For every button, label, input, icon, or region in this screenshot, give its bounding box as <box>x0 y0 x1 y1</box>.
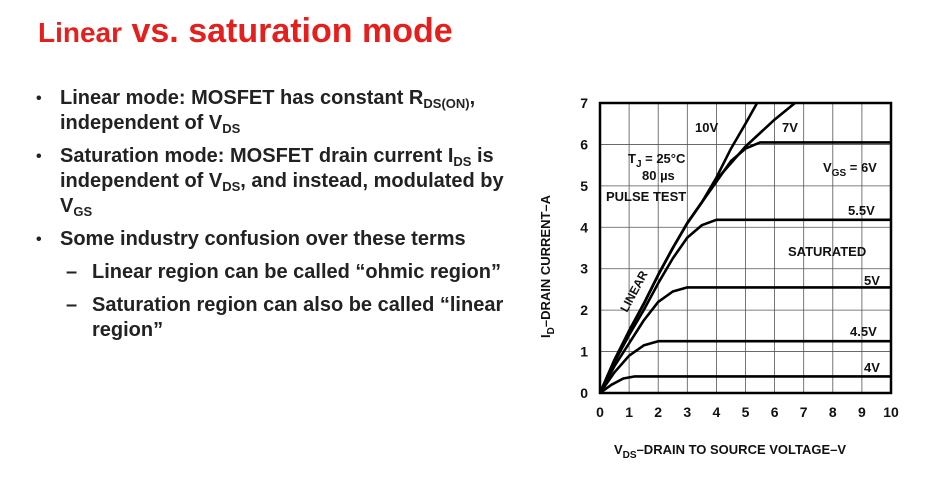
chart-grid <box>599 102 892 394</box>
series-label-5v: 5V <box>864 273 880 288</box>
x-tick-label: 5 <box>742 404 750 420</box>
vgs-main: V <box>823 160 832 175</box>
bullet-text: Some industry confusion over these terms <box>60 228 466 250</box>
y-tick-label: 6 <box>580 136 588 152</box>
bullet-subscript: DS(ON) <box>423 96 470 111</box>
y-tick-label: 7 <box>580 95 588 111</box>
sub-bullet-ohmic: – Linear region can be called “ohmic reg… <box>36 260 536 285</box>
slide-title-part1: Linear <box>38 17 123 48</box>
sub-bullet-text: Saturation region can also be called “li… <box>92 294 504 341</box>
series-line-4-5v <box>598 339 891 394</box>
x-tick-label: 2 <box>654 404 662 420</box>
y-label-rest: –DRAIN CURRENT–A <box>538 194 553 327</box>
y-tick-label: 4 <box>580 219 588 235</box>
vgs-sub: GS <box>832 168 847 179</box>
dash-icon: – <box>66 261 78 283</box>
annotation-tj: TJ = 25°C <box>628 151 686 170</box>
x-label-rest: –DRAIN TO SOURCE VOLTAGE–V <box>637 442 847 457</box>
bullet-text: , and instead, modulated by V <box>60 170 504 217</box>
bullet-text: , independent of V <box>60 87 476 134</box>
dash-icon: – <box>66 294 78 316</box>
bullet-subscript: DS <box>222 179 241 194</box>
chart-curves <box>598 101 891 395</box>
annotation-pulse-width: 80 µs <box>642 168 675 183</box>
annotation-saturated: SATURATED <box>788 244 866 259</box>
y-label-sub: D <box>546 327 557 334</box>
vgs-rest: = 6V <box>846 160 877 175</box>
bullet-text: is independent of V <box>60 145 494 192</box>
series-line-5-5v <box>598 218 891 394</box>
x-tick-label: 10 <box>883 404 899 420</box>
chart-tick-labels: 0 1 2 3 4 5 6 7 8 9 10 0 1 2 3 4 5 6 7 <box>580 95 899 420</box>
x-label-main: V <box>614 442 623 457</box>
x-tick-label: 3 <box>683 404 691 420</box>
y-tick-label: 1 <box>580 344 588 360</box>
x-label-sub: DS <box>623 450 637 461</box>
bullet-industry-confusion: • Some industry confusion over these ter… <box>36 227 536 252</box>
x-tick-label: 9 <box>858 404 866 420</box>
series-label-10v: 10V <box>695 120 718 135</box>
series-line-10v <box>598 102 759 394</box>
bullet-text: Saturation mode: MOSFET drain current I <box>60 145 454 167</box>
y-label-main: I <box>538 334 553 338</box>
x-tick-label: 1 <box>625 404 633 420</box>
x-tick-label: 6 <box>771 404 779 420</box>
bullet-dot-icon: • <box>36 148 42 165</box>
series-label-5-5v: 5.5V <box>848 203 875 218</box>
y-tick-label: 2 <box>580 302 588 318</box>
bullet-text: Linear mode: MOSFET has constant R <box>60 87 424 109</box>
tj-rest: = 25°C <box>642 151 686 166</box>
series-label-vgs-6v: VGS = 6V <box>823 160 877 179</box>
y-tick-label: 5 <box>580 178 588 194</box>
series-label-4-5v: 4.5V <box>850 324 877 339</box>
bullet-dot-icon: • <box>36 231 42 248</box>
plot-frame <box>598 101 893 395</box>
bullet-subscript: DS <box>453 154 472 169</box>
x-tick-label: 8 <box>829 404 837 420</box>
series-label-4v: 4V <box>864 360 880 375</box>
annotation-pulse-test: PULSE TEST <box>606 189 686 204</box>
y-tick-label: 0 <box>580 385 588 401</box>
x-axis-label: VDS–DRAIN TO SOURCE VOLTAGE–V <box>614 442 846 461</box>
bullet-saturation-mode: • Saturation mode: MOSFET drain current … <box>36 144 536 219</box>
series-label-7v: 7V <box>782 120 798 135</box>
bullet-subscript: DS <box>222 121 241 136</box>
bullet-list: • Linear mode: MOSFET has constant RDS(O… <box>36 86 536 351</box>
y-axis-label: ID–DRAIN CURRENT–A <box>538 194 557 338</box>
x-tick-label: 4 <box>713 404 721 420</box>
series-line-4v <box>599 375 891 395</box>
sub-bullet-linear-region: – Saturation region can also be called “… <box>36 293 536 343</box>
series-line-5v <box>598 286 891 394</box>
slide-title-part2: vs. saturation mode <box>122 12 453 50</box>
y-tick-label: 3 <box>580 261 588 277</box>
tj-main: T <box>628 151 636 166</box>
bullet-dot-icon: • <box>36 90 42 107</box>
x-tick-label: 7 <box>800 404 808 420</box>
bullet-linear-mode: • Linear mode: MOSFET has constant RDS(O… <box>36 86 536 136</box>
slide-title: Linear vs. saturation mode <box>38 14 453 48</box>
sub-bullet-text: Linear region can be called “ohmic regio… <box>92 261 501 283</box>
tj-sub: J <box>636 159 642 170</box>
bullet-subscript: GS <box>73 204 93 219</box>
x-tick-label: 0 <box>596 404 604 420</box>
